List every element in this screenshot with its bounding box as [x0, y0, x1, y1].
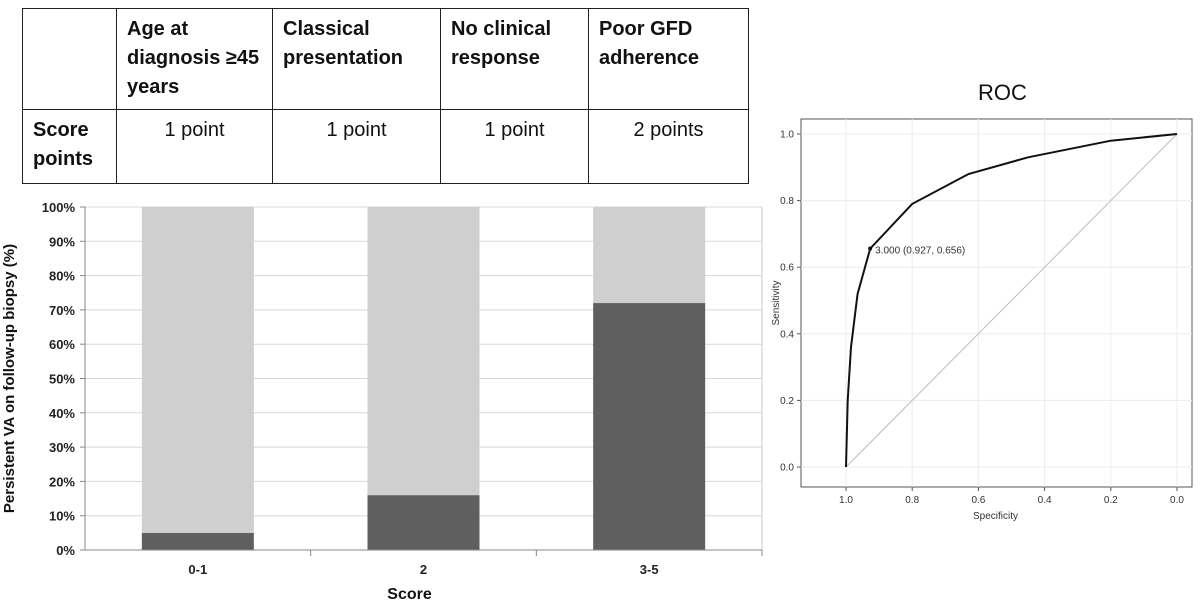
x-tick-label: 0.2 — [1104, 495, 1118, 506]
bar-segment-dark — [141, 532, 254, 550]
x-axis-title: Score — [387, 586, 432, 603]
roc-x-axis-title: Specificity — [973, 511, 1018, 522]
table-corner-cell — [22, 8, 117, 110]
y-tick-label: 0.0 — [780, 463, 794, 474]
header-no-response: No clinical response — [440, 8, 589, 110]
y-tick-label: 0% — [56, 543, 75, 558]
points-no-response: 1 point — [440, 109, 589, 184]
stacked-bar-chart: 0% 10% 20% 30% 40% 50% 60% 70% 80% 90% 100% 0-1 2 3-5… — [1, 200, 763, 603]
table-header-row: Age at diagnosis ≥45 years Classical pre… — [22, 8, 749, 110]
bar-segment-dark — [367, 495, 480, 550]
y-tick-label: 60% — [49, 337, 75, 352]
y-tick-label: 80% — [49, 269, 75, 284]
roc-panel — [800, 118, 1193, 488]
table-points-row: Score points 1 point 1 point 1 point 2 p… — [22, 109, 749, 184]
y-axis-title: Persistent VA on follow-up biopsy (%) — [1, 244, 18, 513]
header-poor-gfd: Poor GFD adherence — [588, 8, 749, 110]
points-age: 1 point — [116, 109, 273, 184]
x-tick-label: 3-5 — [640, 562, 659, 577]
bar-segment-light — [367, 207, 480, 496]
x-tick-label: 0.6 — [971, 495, 985, 506]
row-label-score-points: Score points — [22, 109, 117, 184]
roc-threshold-label: 3.000 (0.927, 0.656) — [875, 246, 965, 257]
y-tick-label: 0.6 — [780, 263, 794, 274]
x-tick-label: 0.4 — [1038, 495, 1052, 506]
roc-reference-line — [845, 133, 1178, 468]
y-tick-label: 30% — [49, 440, 75, 455]
header-age: Age at diagnosis ≥45 years — [116, 8, 273, 110]
y-tick-label: 0.4 — [780, 329, 794, 340]
y-tick-label: 10% — [49, 509, 75, 524]
roc-title: ROC — [978, 80, 1027, 105]
y-tick-label: 0.2 — [780, 396, 794, 407]
bar-segment-light — [593, 207, 706, 304]
x-tick-label: 0-1 — [188, 562, 207, 577]
bar-segment-light — [141, 207, 254, 533]
roc-threshold-point — [868, 246, 873, 251]
x-tick-label: 0.0 — [1170, 495, 1184, 506]
x-tick-label: 2 — [420, 562, 427, 577]
y-tick-label: 1.0 — [780, 130, 794, 141]
score-table: Age at diagnosis ≥45 years Classical pre… — [22, 8, 749, 184]
y-tick-label: 0.8 — [780, 196, 794, 207]
x-tick-label: 0.8 — [905, 495, 919, 506]
points-poor-gfd: 2 points — [588, 109, 749, 184]
roc-chart: ROC 1.0 0.8 0.6 0.4 0.2 0.0 0.0 0.2 0.4 0.6 0.8 1.0 3… — [771, 80, 1193, 522]
y-tick-label: 100% — [42, 200, 76, 215]
y-tick-label: 70% — [49, 303, 75, 318]
bar-segment-dark — [593, 303, 706, 550]
points-classical: 1 point — [272, 109, 441, 184]
y-tick-label: 90% — [49, 234, 75, 249]
y-tick-label: 40% — [49, 406, 75, 421]
y-tick-label: 20% — [49, 474, 75, 489]
y-tick-label: 50% — [49, 372, 75, 387]
roc-curve — [845, 133, 1178, 468]
roc-y-axis-title: Sensitivity — [771, 280, 782, 325]
x-tick-label: 1.0 — [839, 495, 853, 506]
header-classical: Classical presentation — [272, 8, 441, 110]
